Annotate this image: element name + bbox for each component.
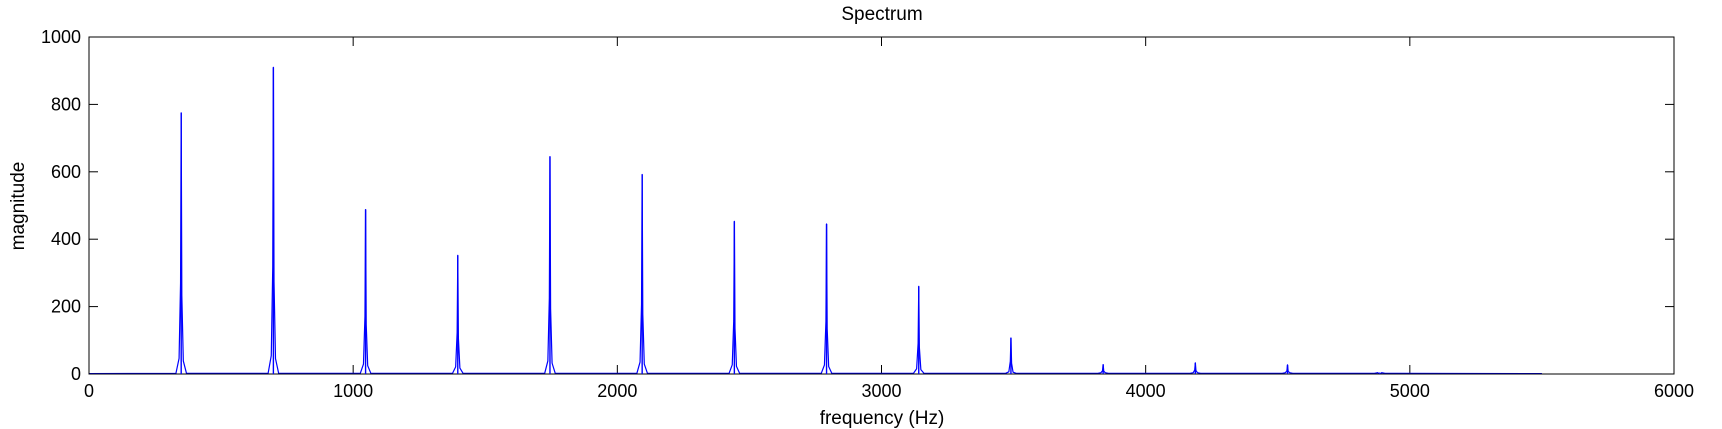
- y-tick-label: 200: [51, 297, 81, 317]
- x-tick-label: 0: [84, 381, 94, 401]
- y-tick-label: 0: [71, 364, 81, 384]
- x-axis-title: frequency (Hz): [820, 408, 945, 429]
- y-tick-label: 1000: [41, 27, 81, 47]
- plot-frame: [88, 36, 1675, 375]
- chart-title: Spectrum: [841, 4, 922, 25]
- x-tick-label: 5000: [1390, 381, 1430, 401]
- spectrum-series-line: [88, 66, 1542, 375]
- y-tick-label: 400: [51, 229, 81, 249]
- y-tick-label: 800: [51, 94, 81, 114]
- y-tick-label: 600: [51, 162, 81, 182]
- x-tick-label: 3000: [861, 381, 901, 401]
- x-tick-label: 4000: [1126, 381, 1166, 401]
- tick-labels-layer: 0 1000 2000 3000 4000 5000 6000 0 200 400 600 800 10…: [41, 27, 1694, 401]
- ticks-layer: [88, 36, 1675, 375]
- x-tick-label: 1000: [333, 381, 373, 401]
- x-tick-label: 6000: [1654, 381, 1694, 401]
- x-tick-label: 2000: [597, 381, 637, 401]
- y-axis-title: magnitude: [8, 162, 29, 251]
